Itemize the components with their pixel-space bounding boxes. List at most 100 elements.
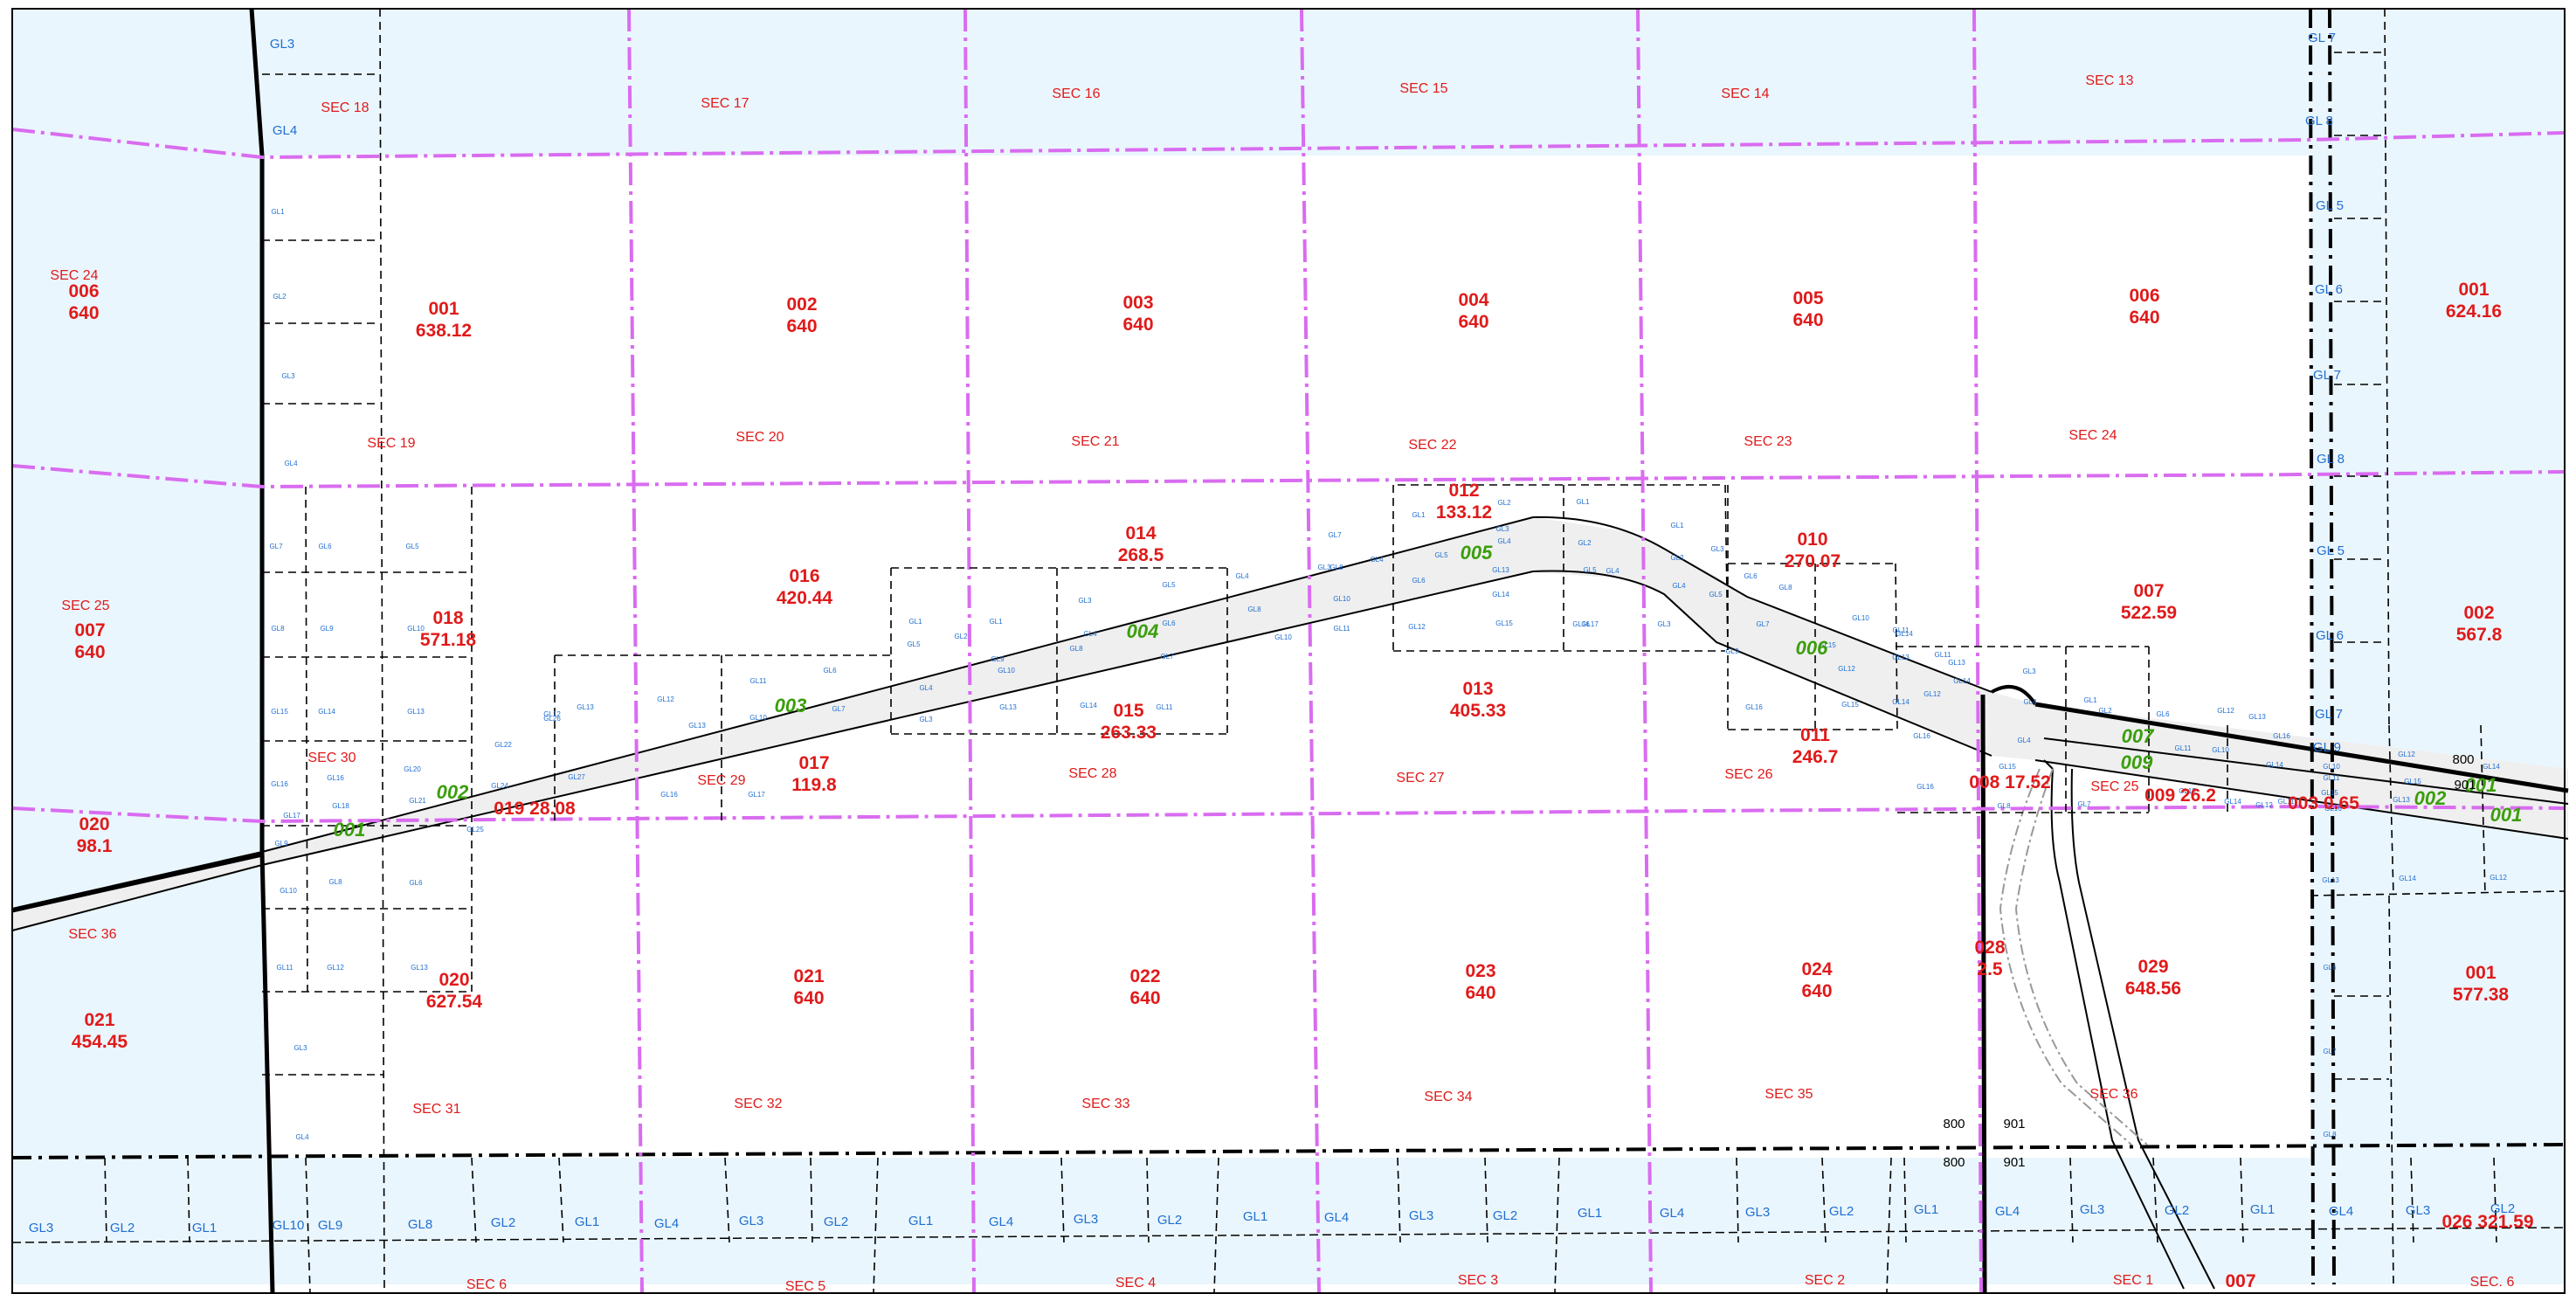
small-lot-label: GL27 [568, 773, 585, 781]
section-label: SEC 15 [1399, 81, 1447, 96]
parcel-acres-label: 640 [793, 988, 824, 1008]
gov-lot-label: GL3 [1745, 1205, 1770, 1220]
small-lot-label: GL1 [2083, 696, 2097, 704]
outer-township-shading [12, 9, 2565, 1284]
small-lot-label: GL9 [991, 655, 1005, 663]
small-lot-label: GL13 [1892, 654, 1910, 661]
small-lot-label: GL7 [2323, 1048, 2337, 1055]
small-lot-label: GL21 [409, 797, 426, 805]
gov-lot-label: GL4 [273, 123, 297, 138]
parcel-acres-label: 454.45 [72, 1032, 128, 1052]
small-lot-label: GL13 [1948, 659, 1965, 667]
small-lot-label: GL15 [1819, 641, 1836, 649]
parcel-id-label: 014 [1125, 523, 1156, 543]
gov-lot-label: GL4 [1324, 1210, 1349, 1225]
gov-lot-label: GL1 [1243, 1209, 1267, 1224]
gov-lot-label: GL 5 [2317, 543, 2345, 558]
misc-number-label: 800 [1943, 1117, 1965, 1131]
small-lot-label: GL8 [1069, 645, 1083, 653]
section-label: SEC 36 [68, 927, 116, 942]
parcel-acres-label: 640 [1122, 315, 1153, 335]
small-lot-label: GL5 [405, 543, 419, 550]
parcel-id-label: 010 [1797, 529, 1827, 550]
parcel-id-label: 006 [2129, 286, 2159, 306]
gov-lot-label: GL9 [318, 1218, 342, 1233]
small-lot-labels: GL1 GL2 GL3 GL4 GL7 GL6 GL5 GL8 GL9 GL10 GL15 GL14 G… [269, 208, 2507, 1141]
parcel-acres-label: 270.07 [1785, 551, 1840, 571]
section-label: SEC 3 [1458, 1273, 1498, 1288]
small-lot-label: GL14 [2266, 761, 2283, 769]
section-label: SEC 6 [466, 1277, 507, 1292]
parcel-id-label: 020 [79, 814, 109, 834]
small-lot-label: GL8 [1247, 605, 1261, 613]
gov-lot-label: GL 6 [2316, 628, 2344, 643]
small-lot-label: GL11 [750, 677, 768, 685]
small-lot-label: GL15 [2179, 787, 2196, 795]
gov-lot-label: GL3 [1409, 1208, 1433, 1223]
gov-lot-label: GL3 [270, 37, 294, 52]
parcel-id-label: 005 [1792, 288, 1823, 308]
small-lot-label: GL10 [407, 625, 425, 633]
parcel-id-label: 021 [84, 1010, 114, 1030]
small-lot-label: GL4 [2017, 737, 2031, 744]
small-lot-label: GL8 [1778, 584, 1792, 592]
small-lot-label: GL1 [271, 208, 285, 216]
parcel-acres-label: 577.38 [2453, 985, 2510, 1005]
small-lot-label: GL24 [491, 782, 508, 790]
small-lot-label: GL12 [657, 695, 674, 703]
small-lot-label: GL10 [749, 714, 767, 722]
section-label: SEC 27 [1396, 771, 1444, 785]
small-lot-label: GL4 [2023, 698, 2037, 706]
gov-lot-label: GL8 [408, 1217, 432, 1232]
parcel-id-label: 023 [1465, 961, 1495, 981]
gov-lot-label: GL3 [2406, 1203, 2430, 1218]
small-lot-label: GL11 [277, 964, 294, 972]
gov-lot-label: GL4 [989, 1214, 1013, 1229]
small-lot-label: GL3 [1078, 597, 1092, 605]
parcel-id-label: 024 [1801, 959, 1832, 979]
parcel-id-label: 018 [432, 608, 463, 628]
parcel-acres-label: 567.8 [2456, 625, 2503, 645]
parcel-acres-label: 640 [1792, 310, 1823, 330]
inline-parcel-label: 007 [2225, 1271, 2255, 1291]
section-label: SEC 26 [1724, 767, 1772, 782]
small-lot-label: GL14 [1080, 702, 1097, 709]
row-parcel-label: 001 [2465, 774, 2497, 796]
small-lot-label: GL3 [2022, 668, 2036, 675]
inline-parcel-label: 009 26.2 [2144, 785, 2216, 806]
small-lot-label: GL14 [1892, 698, 1910, 706]
gov-lot-label: GL2 [2490, 1201, 2515, 1216]
row-parcel-label: 001 [2490, 804, 2523, 826]
parcel-acres-label: 640 [68, 303, 99, 323]
small-lot-label: GL2 [273, 293, 287, 301]
small-lot-label: GL1 [989, 618, 1003, 626]
small-lot-label: GL4 [295, 1133, 309, 1141]
small-lot-label: GL3 [919, 716, 933, 723]
small-lot-label: GL11 [1893, 626, 1910, 634]
small-lot-label: GL10 [998, 667, 1015, 675]
parcel-acres-label: 648.56 [2125, 979, 2181, 999]
township-lines [11, 8, 2566, 1294]
small-lot-label: GL12 [327, 964, 344, 972]
gov-lot-label: GL4 [1660, 1206, 1684, 1221]
small-lot-label: GL17 [748, 791, 765, 799]
gov-lot-label: GL4 [654, 1216, 679, 1231]
row-parcel-label: 004 [1127, 620, 1159, 642]
small-lot-label: GL8 [328, 878, 342, 886]
small-lot-label: GL6 [318, 543, 332, 550]
small-lot-label: GL15 [271, 708, 288, 716]
parcel-acres-label: 268.5 [1118, 545, 1164, 565]
small-lot-label: GL12 [1408, 623, 1426, 631]
section-label: SEC 28 [1068, 766, 1116, 781]
small-lot-label: GL7 [1160, 653, 1174, 661]
section-label: SEC 22 [1408, 438, 1456, 453]
parcel-id-label: 001 [2458, 280, 2489, 300]
parcel-id-label: 020 [439, 970, 469, 990]
parcel-id-label: 016 [789, 566, 819, 586]
section-label: SEC 24 [50, 268, 98, 283]
gov-lot-label: GL3 [2080, 1202, 2104, 1217]
misc-labels: 800 901 800 901 800 901 [1943, 752, 2476, 1170]
gov-lot-label: GL1 [1578, 1206, 1602, 1221]
gov-lot-label: GL2 [824, 1214, 848, 1229]
